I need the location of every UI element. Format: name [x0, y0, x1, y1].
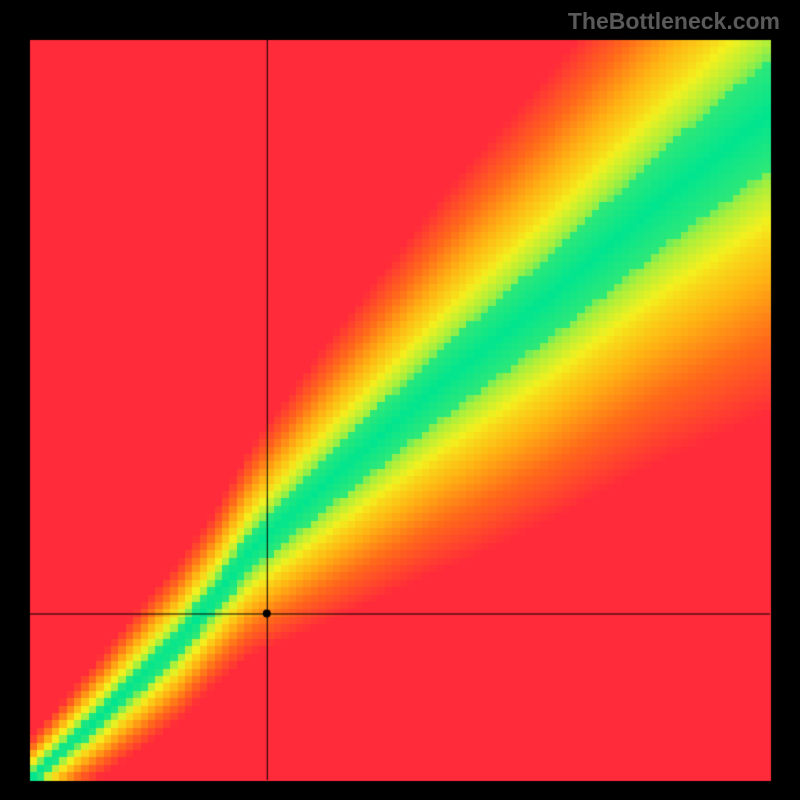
chart-container: TheBottleneck.com: [0, 0, 800, 800]
watermark-text: TheBottleneck.com: [568, 8, 780, 35]
bottleneck-heatmap: [0, 0, 800, 800]
